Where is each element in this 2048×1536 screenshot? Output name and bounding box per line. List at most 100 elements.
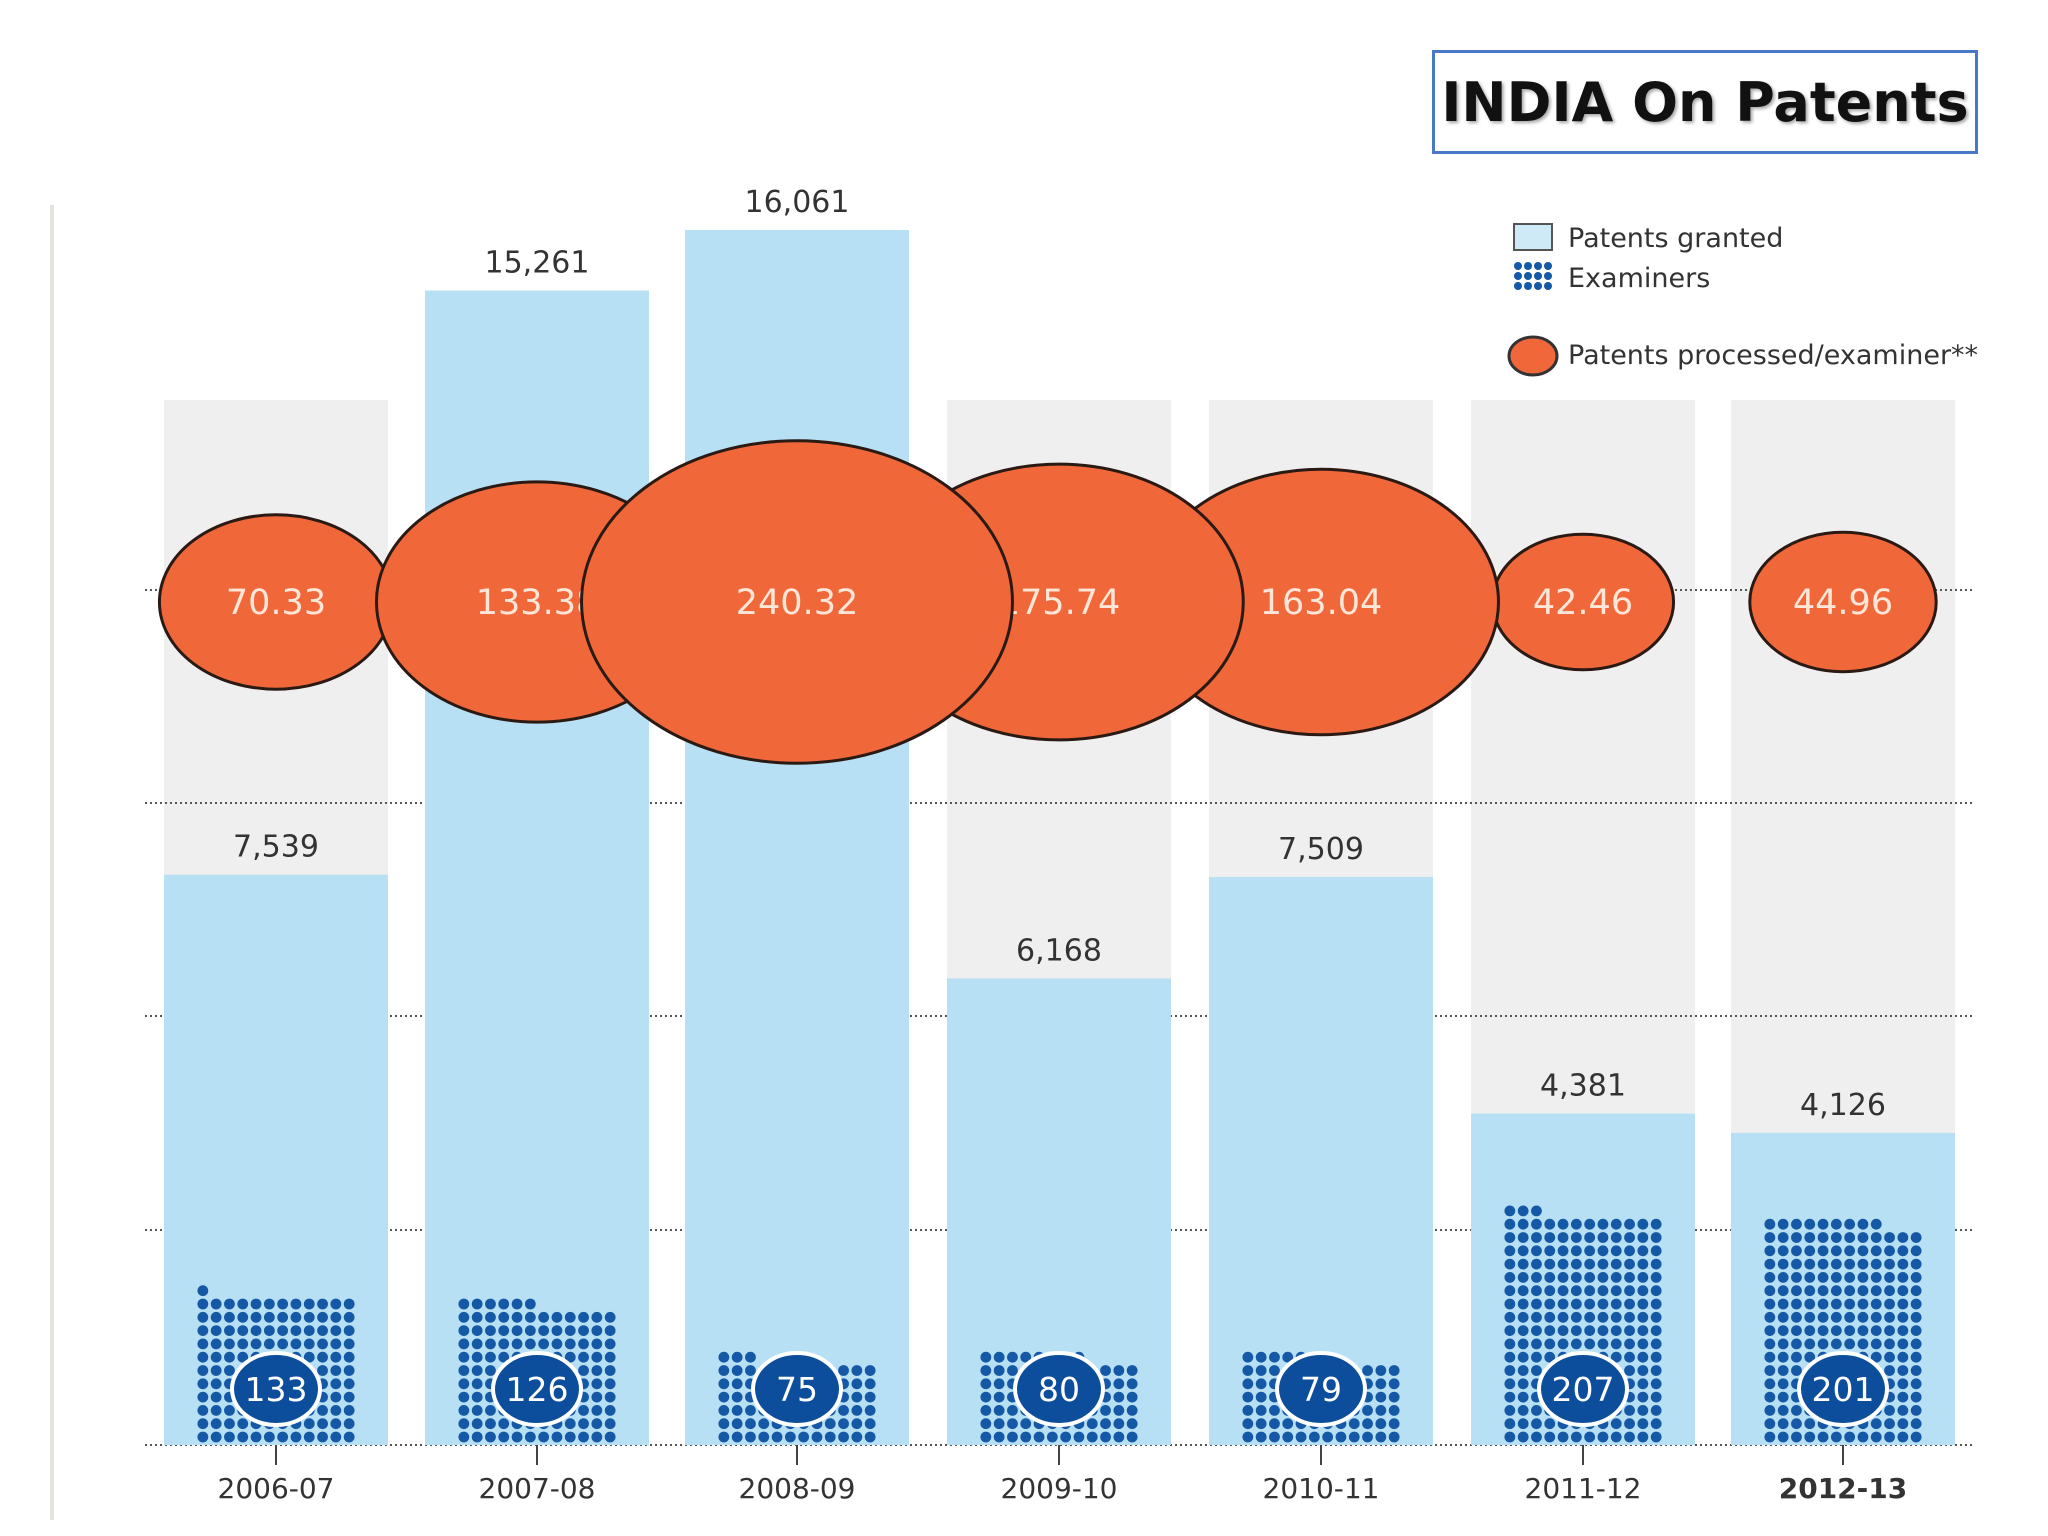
examiner-dot (1504, 1245, 1516, 1257)
examiner-dot (1282, 1431, 1294, 1443)
examiner-dot (811, 1431, 823, 1443)
examiner-dot (1844, 1272, 1856, 1283)
examiner-dot (471, 1351, 483, 1363)
examiner-dot (1388, 1405, 1400, 1416)
examiner-dot (330, 1378, 342, 1390)
examiner-dot (1791, 1218, 1802, 1230)
examiner-dot (210, 1405, 222, 1416)
examiner-dot (731, 1431, 743, 1443)
examiner-dot (1791, 1351, 1802, 1363)
examiner-dot (1624, 1218, 1635, 1230)
examiner-dot (1517, 1351, 1529, 1363)
examiner-dot (1282, 1418, 1294, 1430)
examiner-dot (471, 1391, 483, 1403)
legend-processed-label: Patents processed/examiner** (1568, 340, 1978, 371)
processed-value-label-2009-10: 175.74 (998, 583, 1120, 623)
examiner-dot (564, 1351, 576, 1363)
examiner-dot (551, 1311, 563, 1323)
examiner-dot (250, 1431, 262, 1443)
examiner-dot (1269, 1431, 1280, 1443)
examiner-dot (1046, 1431, 1058, 1443)
examiner-dot (1100, 1418, 1111, 1430)
examiner-dot (1504, 1272, 1516, 1283)
examiner-dot (591, 1431, 603, 1443)
examiner-dot (1504, 1298, 1516, 1310)
examiner-dot (343, 1338, 355, 1350)
examiner-dot (224, 1311, 235, 1323)
examiner-dot (1817, 1245, 1829, 1257)
examiner-dot (1517, 1285, 1529, 1297)
examiner-dot (1531, 1338, 1542, 1350)
examiner-dot (317, 1405, 328, 1416)
examiner-dot (1610, 1351, 1622, 1363)
examiner-dot (1388, 1391, 1400, 1403)
examiner-dot (1242, 1391, 1254, 1403)
examiner-dot (1597, 1338, 1609, 1350)
examiner-dot (551, 1338, 563, 1350)
examiner-dot (1804, 1338, 1816, 1350)
examiner-dot (224, 1365, 235, 1376)
examiner-dot (511, 1298, 523, 1310)
examiner-dot (1610, 1245, 1622, 1257)
examiner-dot (1517, 1418, 1529, 1430)
examiner-dot (1544, 1351, 1556, 1363)
examiner-dot (458, 1391, 470, 1403)
examiner-dot (1517, 1245, 1529, 1257)
examiner-dot (591, 1311, 603, 1323)
examiner-dot (1764, 1298, 1776, 1310)
examiner-dot (1531, 1351, 1542, 1363)
examiner-dot (1637, 1298, 1649, 1310)
examiner-dot (1844, 1431, 1856, 1443)
examiner-dot (1531, 1311, 1542, 1323)
examiner-dot (1817, 1338, 1829, 1350)
examiner-badge-2008-09 (751, 1351, 843, 1427)
examiner-dot (1804, 1311, 1816, 1323)
examiner-dot (1557, 1218, 1569, 1230)
examiner-dot (1637, 1258, 1649, 1270)
examiner-dot (1844, 1338, 1856, 1350)
examiner-dot (1531, 1218, 1542, 1230)
examiner-dot (343, 1365, 355, 1376)
examiner-dot (224, 1418, 235, 1430)
examiner-dot (343, 1418, 355, 1430)
examiner-dot (1791, 1232, 1802, 1243)
examiner-dot (290, 1325, 302, 1336)
examiner-dot (1791, 1431, 1802, 1443)
examiner-dot (1777, 1405, 1789, 1416)
examiner-dot (1830, 1338, 1842, 1350)
examiner-dot (1517, 1405, 1529, 1416)
examiner-dot (745, 1405, 756, 1416)
examiner-dot (1870, 1311, 1882, 1323)
examiner-dot (578, 1338, 589, 1350)
examiner-dot (343, 1405, 355, 1416)
examiner-dot (591, 1391, 603, 1403)
examiner-dot (224, 1325, 235, 1336)
granted-bar-2010-11 (1209, 876, 1433, 1445)
examiner-dot (1517, 1218, 1529, 1230)
examiner-dot (250, 1325, 262, 1336)
examiner-dot (210, 1298, 222, 1310)
examiner-dot (1544, 1431, 1556, 1443)
processed-value-label-2008-09: 240.32 (736, 583, 858, 623)
examiner-dot (1033, 1431, 1045, 1443)
examiner-dot (1624, 1285, 1635, 1297)
examiner-dot (1884, 1311, 1895, 1323)
examiner-dot (1126, 1365, 1138, 1376)
examiner-dot (1910, 1232, 1922, 1243)
examiner-dot (1504, 1365, 1516, 1376)
examiner-dot (303, 1325, 315, 1336)
examiner-dot (1624, 1365, 1635, 1376)
examiner-dot (1817, 1325, 1829, 1336)
examiner-dot (317, 1365, 328, 1376)
examiner-dot (1777, 1338, 1789, 1350)
examiner-dot (1897, 1272, 1909, 1283)
examiner-dot (237, 1298, 249, 1310)
examiner-dot (980, 1351, 992, 1363)
examiner-dot (1610, 1298, 1622, 1310)
examiner-dot (1637, 1285, 1649, 1297)
examiner-count-label-2012-13: 201 (1812, 1370, 1875, 1409)
legend-examiners-label: Examiners (1568, 263, 1710, 294)
examiner-dot (824, 1431, 836, 1443)
examiner-dot (1870, 1232, 1882, 1243)
examiner-dot (1570, 1232, 1582, 1243)
